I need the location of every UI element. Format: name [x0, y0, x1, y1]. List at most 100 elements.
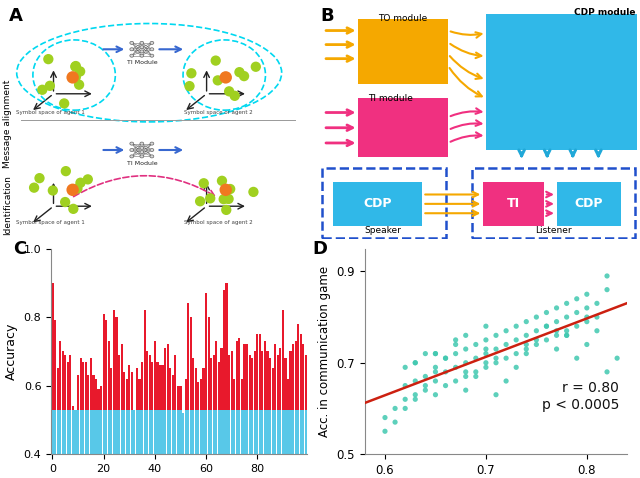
- Bar: [218, 361, 220, 410]
- FancyBboxPatch shape: [483, 182, 544, 226]
- Bar: [138, 410, 141, 454]
- Point: [561, 327, 572, 335]
- Bar: [297, 324, 300, 410]
- Point: [390, 418, 400, 426]
- Bar: [118, 410, 120, 454]
- Circle shape: [140, 155, 144, 158]
- Bar: [266, 410, 269, 454]
- Bar: [174, 355, 177, 410]
- Bar: [238, 410, 241, 454]
- Point: [248, 188, 259, 196]
- Bar: [131, 372, 133, 410]
- Point: [186, 69, 196, 77]
- Bar: [274, 345, 276, 410]
- Bar: [300, 410, 302, 454]
- Bar: [220, 410, 223, 454]
- Bar: [205, 293, 207, 410]
- Point: [400, 382, 410, 390]
- Point: [451, 341, 461, 348]
- Point: [531, 313, 541, 321]
- Point: [70, 63, 81, 70]
- Bar: [256, 410, 259, 454]
- Point: [592, 300, 602, 307]
- Bar: [159, 410, 161, 454]
- Bar: [241, 410, 243, 454]
- Bar: [292, 345, 294, 410]
- Bar: [59, 341, 61, 410]
- Bar: [243, 345, 246, 410]
- Point: [400, 363, 410, 371]
- Bar: [164, 410, 166, 454]
- Bar: [100, 410, 102, 454]
- Bar: [77, 375, 79, 410]
- Bar: [177, 410, 179, 454]
- Bar: [64, 355, 67, 410]
- Text: CDP module: CDP module: [573, 8, 636, 17]
- FancyBboxPatch shape: [557, 182, 621, 226]
- Point: [481, 363, 491, 371]
- Point: [470, 368, 481, 376]
- Bar: [141, 361, 143, 410]
- Point: [451, 363, 461, 371]
- Circle shape: [150, 155, 154, 158]
- Bar: [289, 410, 292, 454]
- Bar: [92, 410, 95, 454]
- Bar: [143, 410, 146, 454]
- Text: TI Module: TI Module: [127, 60, 157, 65]
- Bar: [69, 355, 72, 410]
- Bar: [177, 386, 179, 410]
- Bar: [256, 334, 259, 410]
- Bar: [72, 406, 74, 410]
- Point: [68, 186, 78, 194]
- Bar: [143, 310, 146, 410]
- Point: [430, 377, 440, 385]
- Point: [481, 350, 491, 358]
- Point: [61, 167, 71, 175]
- Bar: [67, 361, 69, 410]
- Point: [211, 57, 221, 65]
- Bar: [95, 379, 97, 410]
- Point: [461, 345, 471, 353]
- Bar: [136, 410, 138, 454]
- Point: [501, 327, 511, 335]
- Bar: [69, 410, 72, 454]
- Point: [239, 72, 249, 80]
- Point: [552, 318, 562, 326]
- Bar: [164, 348, 166, 410]
- Point: [521, 345, 531, 353]
- Bar: [82, 361, 84, 410]
- Point: [68, 74, 78, 81]
- Bar: [56, 369, 59, 410]
- Point: [410, 395, 420, 403]
- Circle shape: [140, 151, 144, 153]
- Bar: [154, 341, 156, 410]
- Point: [521, 332, 531, 339]
- Bar: [54, 410, 56, 454]
- Bar: [184, 410, 187, 454]
- Point: [491, 391, 501, 399]
- Bar: [120, 345, 123, 410]
- Point: [440, 382, 451, 390]
- Bar: [105, 410, 108, 454]
- Point: [410, 377, 420, 385]
- Point: [552, 327, 562, 335]
- Bar: [59, 410, 61, 454]
- Point: [470, 373, 481, 380]
- Point: [70, 73, 81, 81]
- Bar: [97, 410, 100, 454]
- Bar: [210, 410, 212, 454]
- Bar: [182, 413, 184, 454]
- Point: [223, 195, 234, 203]
- Bar: [151, 410, 154, 454]
- FancyBboxPatch shape: [333, 182, 422, 226]
- Circle shape: [140, 50, 144, 53]
- Point: [251, 63, 261, 71]
- Bar: [166, 345, 169, 410]
- Point: [521, 341, 531, 348]
- Point: [561, 332, 572, 339]
- Point: [83, 175, 93, 183]
- Bar: [195, 410, 197, 454]
- Point: [582, 291, 592, 298]
- Bar: [174, 410, 177, 454]
- Point: [35, 174, 45, 182]
